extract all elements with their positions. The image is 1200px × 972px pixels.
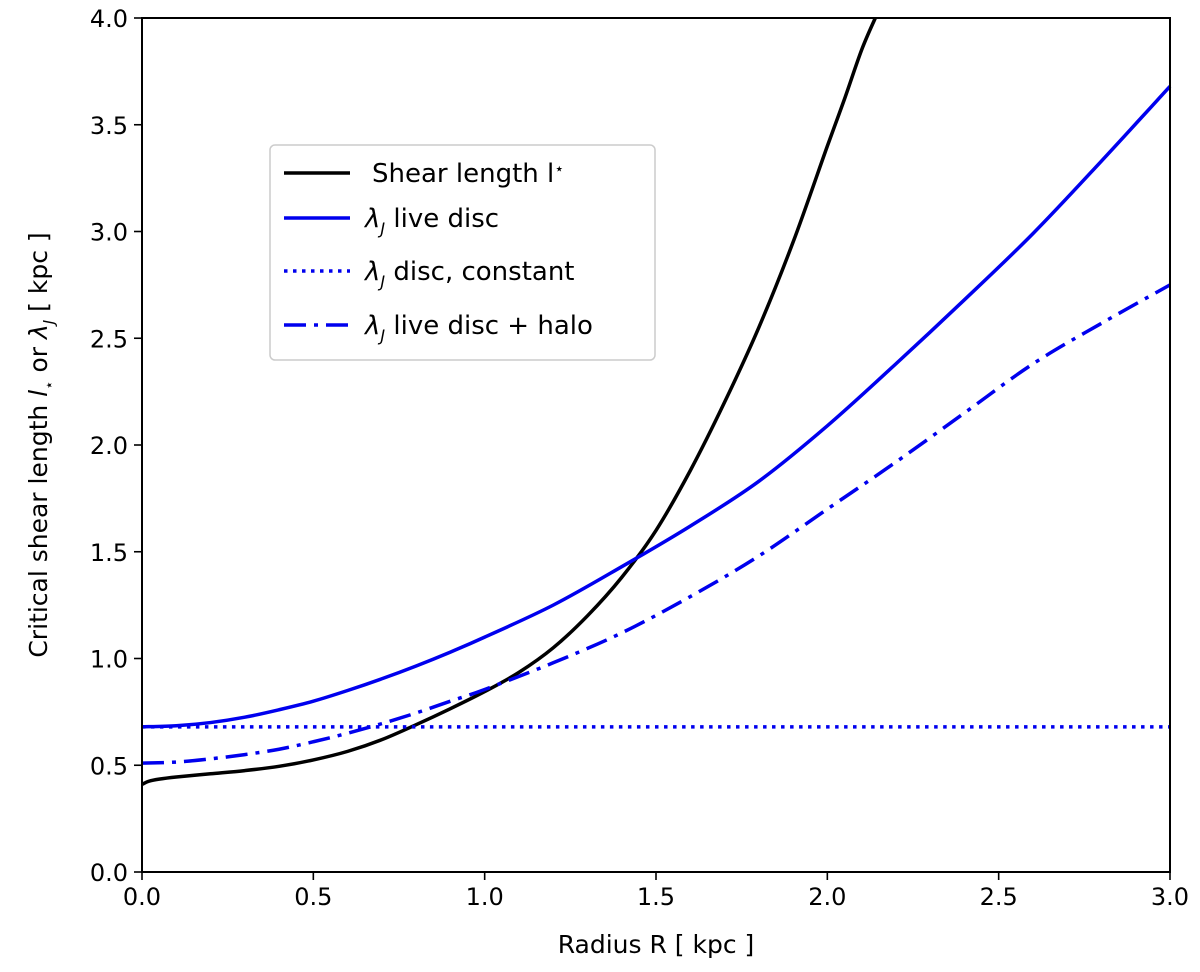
x-tick-label: 0.5 (294, 883, 332, 911)
legend-label-live-disc: λJ live disc (363, 204, 499, 238)
series-layer (141, 17, 1172, 787)
legend-label-live-disc-halo: λJ live disc + halo (363, 311, 593, 345)
x-tick-label: 1.5 (637, 883, 675, 911)
x-tick-label: 2.5 (980, 883, 1018, 911)
y-tick-label: 3.5 (90, 112, 128, 140)
y-tick-label: 1.5 (90, 539, 128, 567)
x-tick-label: 1.0 (466, 883, 504, 911)
x-tick-label: 2.0 (808, 883, 846, 911)
y-tick-label: 2.5 (90, 325, 128, 353)
y-tick-label: 4.0 (90, 5, 128, 33)
y-tick-label: 3.0 (90, 219, 128, 247)
y-tick-label: 0.5 (90, 752, 128, 780)
plot-frame (141, 17, 1171, 873)
series-line-shear-length (141, 17, 877, 787)
y-tick-label: 1.0 (90, 646, 128, 674)
y-axis-label: Critical shear length l⋆ or λJ [ kpc ] (24, 232, 58, 657)
legend-label-disc-constant: λJ disc, constant (363, 257, 575, 291)
y-tick-label: 0.0 (90, 859, 128, 887)
series-line-live-disc-halo (141, 283, 1171, 765)
x-axis-label: Radius R [ kpc ] (558, 930, 755, 959)
tick-layer: 0.0 0.5 1.0 1.5 2.0 2.5 3.0 0.0 0.5 1.0 1.5 2.0 2.5 3… (90, 5, 1189, 911)
y-tick-label: 2.0 (90, 432, 128, 460)
legend-label-shear-length: Shear length l⋆ (372, 159, 564, 189)
legend: Shear length l⋆ λJ live disc λJ disc, co… (269, 144, 656, 361)
x-tick-label: 3.0 (1151, 883, 1189, 911)
legend-box (269, 144, 656, 361)
series-line-live-disc (141, 85, 1172, 729)
x-tick-label: 0.0 (123, 883, 161, 911)
